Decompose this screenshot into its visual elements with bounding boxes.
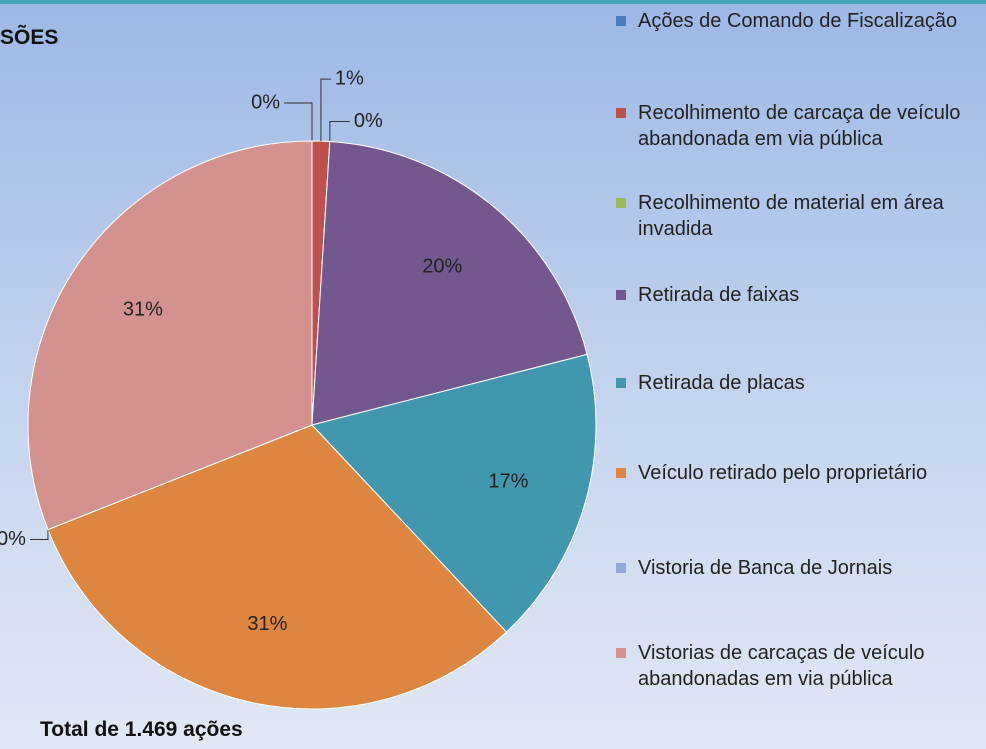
legend-swatch [616,378,626,388]
legend-item: Recolhimento de material em área invadid… [616,190,976,242]
legend-label: Vistorias de carcaças de veículo abandon… [638,642,925,690]
legend-label: Retirada de faixas [638,284,800,306]
legend-swatch [616,16,626,26]
leader-line [284,102,313,141]
data-label: 0% [251,91,280,113]
legend-swatch [616,290,626,300]
legend-swatch [616,563,626,573]
legend-label: Recolhimento de material em área invadid… [638,192,944,240]
pie-slice [47,424,508,710]
pie-slice [311,141,588,426]
legend-item: Retirada de faixas [616,282,976,308]
legend-item: Recolhimento de carcaça de veículo aband… [616,100,976,152]
data-label: 31% [123,298,163,320]
leader-line [29,529,49,541]
legend-swatch [616,108,626,118]
leader-line [320,78,331,142]
data-label: 20% [422,256,462,278]
legend-swatch [616,468,626,478]
legend-label: Veículo retirado pelo proprietário [638,462,928,484]
legend-item: Vistoria de Banca de Jornais [616,555,976,581]
legend-swatch [616,648,626,658]
annotation: Total de 1.469 ações [40,718,243,741]
legend-item: Ações de Comando de Fiscalização [616,8,976,34]
legend-item: Vistorias de carcaças de veículo abandon… [616,640,976,692]
legend-label: Vistoria de Banca de Jornais [638,557,893,579]
data-label: 31% [247,613,287,635]
data-label: 0% [354,110,383,132]
pie-slice [311,353,597,633]
pie-slice [27,140,313,531]
leader-line [329,121,350,142]
data-label: 17% [488,470,528,492]
legend-label: Retirada de placas [638,372,805,394]
legend-swatch [616,198,626,208]
chart-title: SÕES [0,26,59,49]
legend-item: Retirada de placas [616,370,976,396]
top-bar [0,0,986,4]
data-label: 1% [335,67,364,89]
legend-label: Recolhimento de carcaça de veículo aband… [638,102,961,150]
data-label: 0% [0,528,26,550]
legend-item: Veículo retirado pelo proprietário [616,460,976,486]
legend-label: Ações de Comando de Fiscalização [638,10,958,32]
